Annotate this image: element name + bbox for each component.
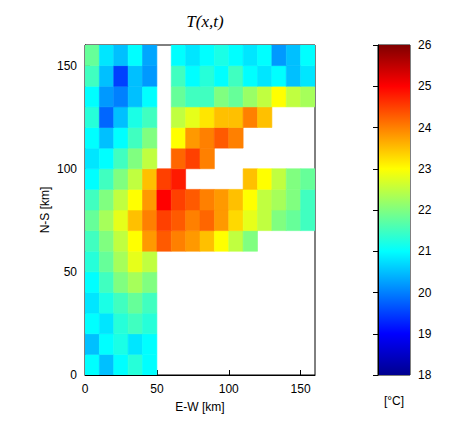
svg-text:18: 18 [418,368,432,382]
svg-text:T(x,t): T(x,t) [186,12,224,31]
svg-text:19: 19 [418,327,432,341]
svg-text:26: 26 [418,38,432,52]
svg-text:22: 22 [418,203,432,217]
svg-text:25: 25 [418,79,432,93]
svg-text:50: 50 [150,382,164,396]
svg-text:0: 0 [70,368,77,382]
svg-text:50: 50 [64,265,78,279]
svg-text:20: 20 [418,286,432,300]
svg-text:E-W [km]: E-W [km] [175,400,224,414]
svg-text:23: 23 [418,162,432,176]
svg-text:21: 21 [418,244,432,258]
svg-text:[°C]: [°C] [384,394,404,408]
svg-text:100: 100 [219,382,239,396]
svg-text:24: 24 [418,121,432,135]
svg-text:150: 150 [57,59,77,73]
svg-text:0: 0 [82,382,89,396]
svg-text:150: 150 [291,382,311,396]
svg-text:N-S [km]: N-S [km] [38,187,52,234]
svg-text:100: 100 [57,162,77,176]
